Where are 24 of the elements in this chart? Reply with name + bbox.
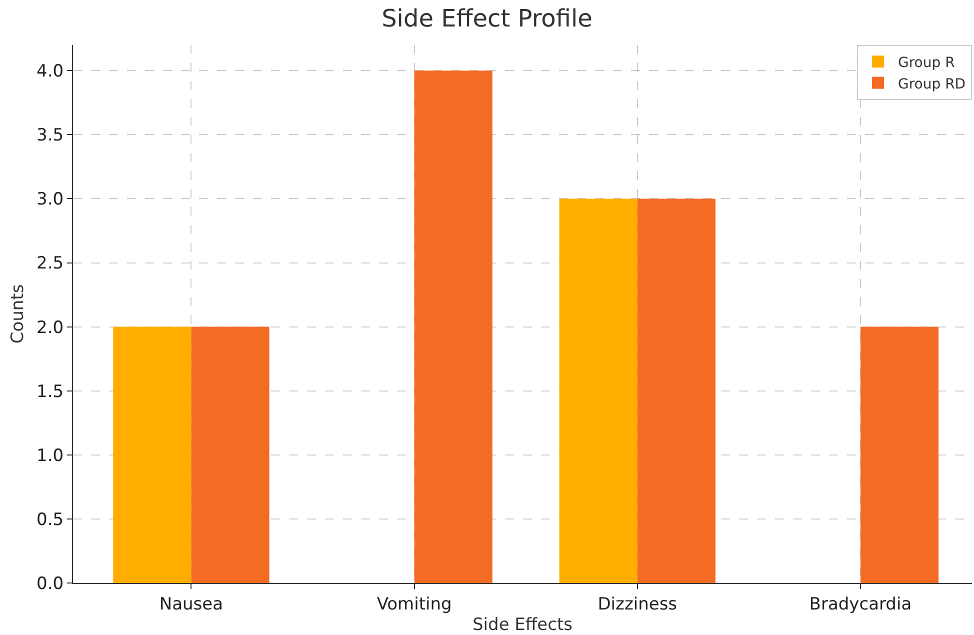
y-axis-title: Counts bbox=[8, 284, 28, 344]
x-axis-title: Side Effects bbox=[472, 615, 573, 635]
bar bbox=[860, 326, 939, 583]
y-tick-label: 3.0 bbox=[36, 190, 64, 210]
y-tick-label: 2.5 bbox=[36, 254, 64, 274]
legend-label: Group RD bbox=[898, 76, 966, 92]
chart-title: Side Effect Profile bbox=[382, 4, 592, 32]
x-tick-label: Vomiting bbox=[376, 594, 452, 614]
x-tick-label: Dizziness bbox=[598, 594, 678, 614]
bar bbox=[191, 326, 270, 583]
y-tick-label: 3.5 bbox=[36, 126, 64, 146]
y-tick-label: 0.0 bbox=[36, 574, 64, 594]
y-tick-label: 4.0 bbox=[36, 62, 64, 82]
bar bbox=[113, 326, 192, 583]
legend-label: Group R bbox=[898, 55, 956, 72]
bar bbox=[414, 70, 492, 583]
x-tick-label: Bradycardia bbox=[809, 594, 912, 614]
y-tick-label: 1.5 bbox=[36, 382, 64, 402]
bar bbox=[559, 198, 638, 583]
y-tick-label: 1.0 bbox=[36, 446, 64, 466]
bar bbox=[637, 198, 716, 583]
y-tick-label: 0.5 bbox=[36, 510, 64, 530]
x-tick-label: Nausea bbox=[159, 594, 224, 614]
y-tick-label: 2.0 bbox=[36, 318, 64, 338]
